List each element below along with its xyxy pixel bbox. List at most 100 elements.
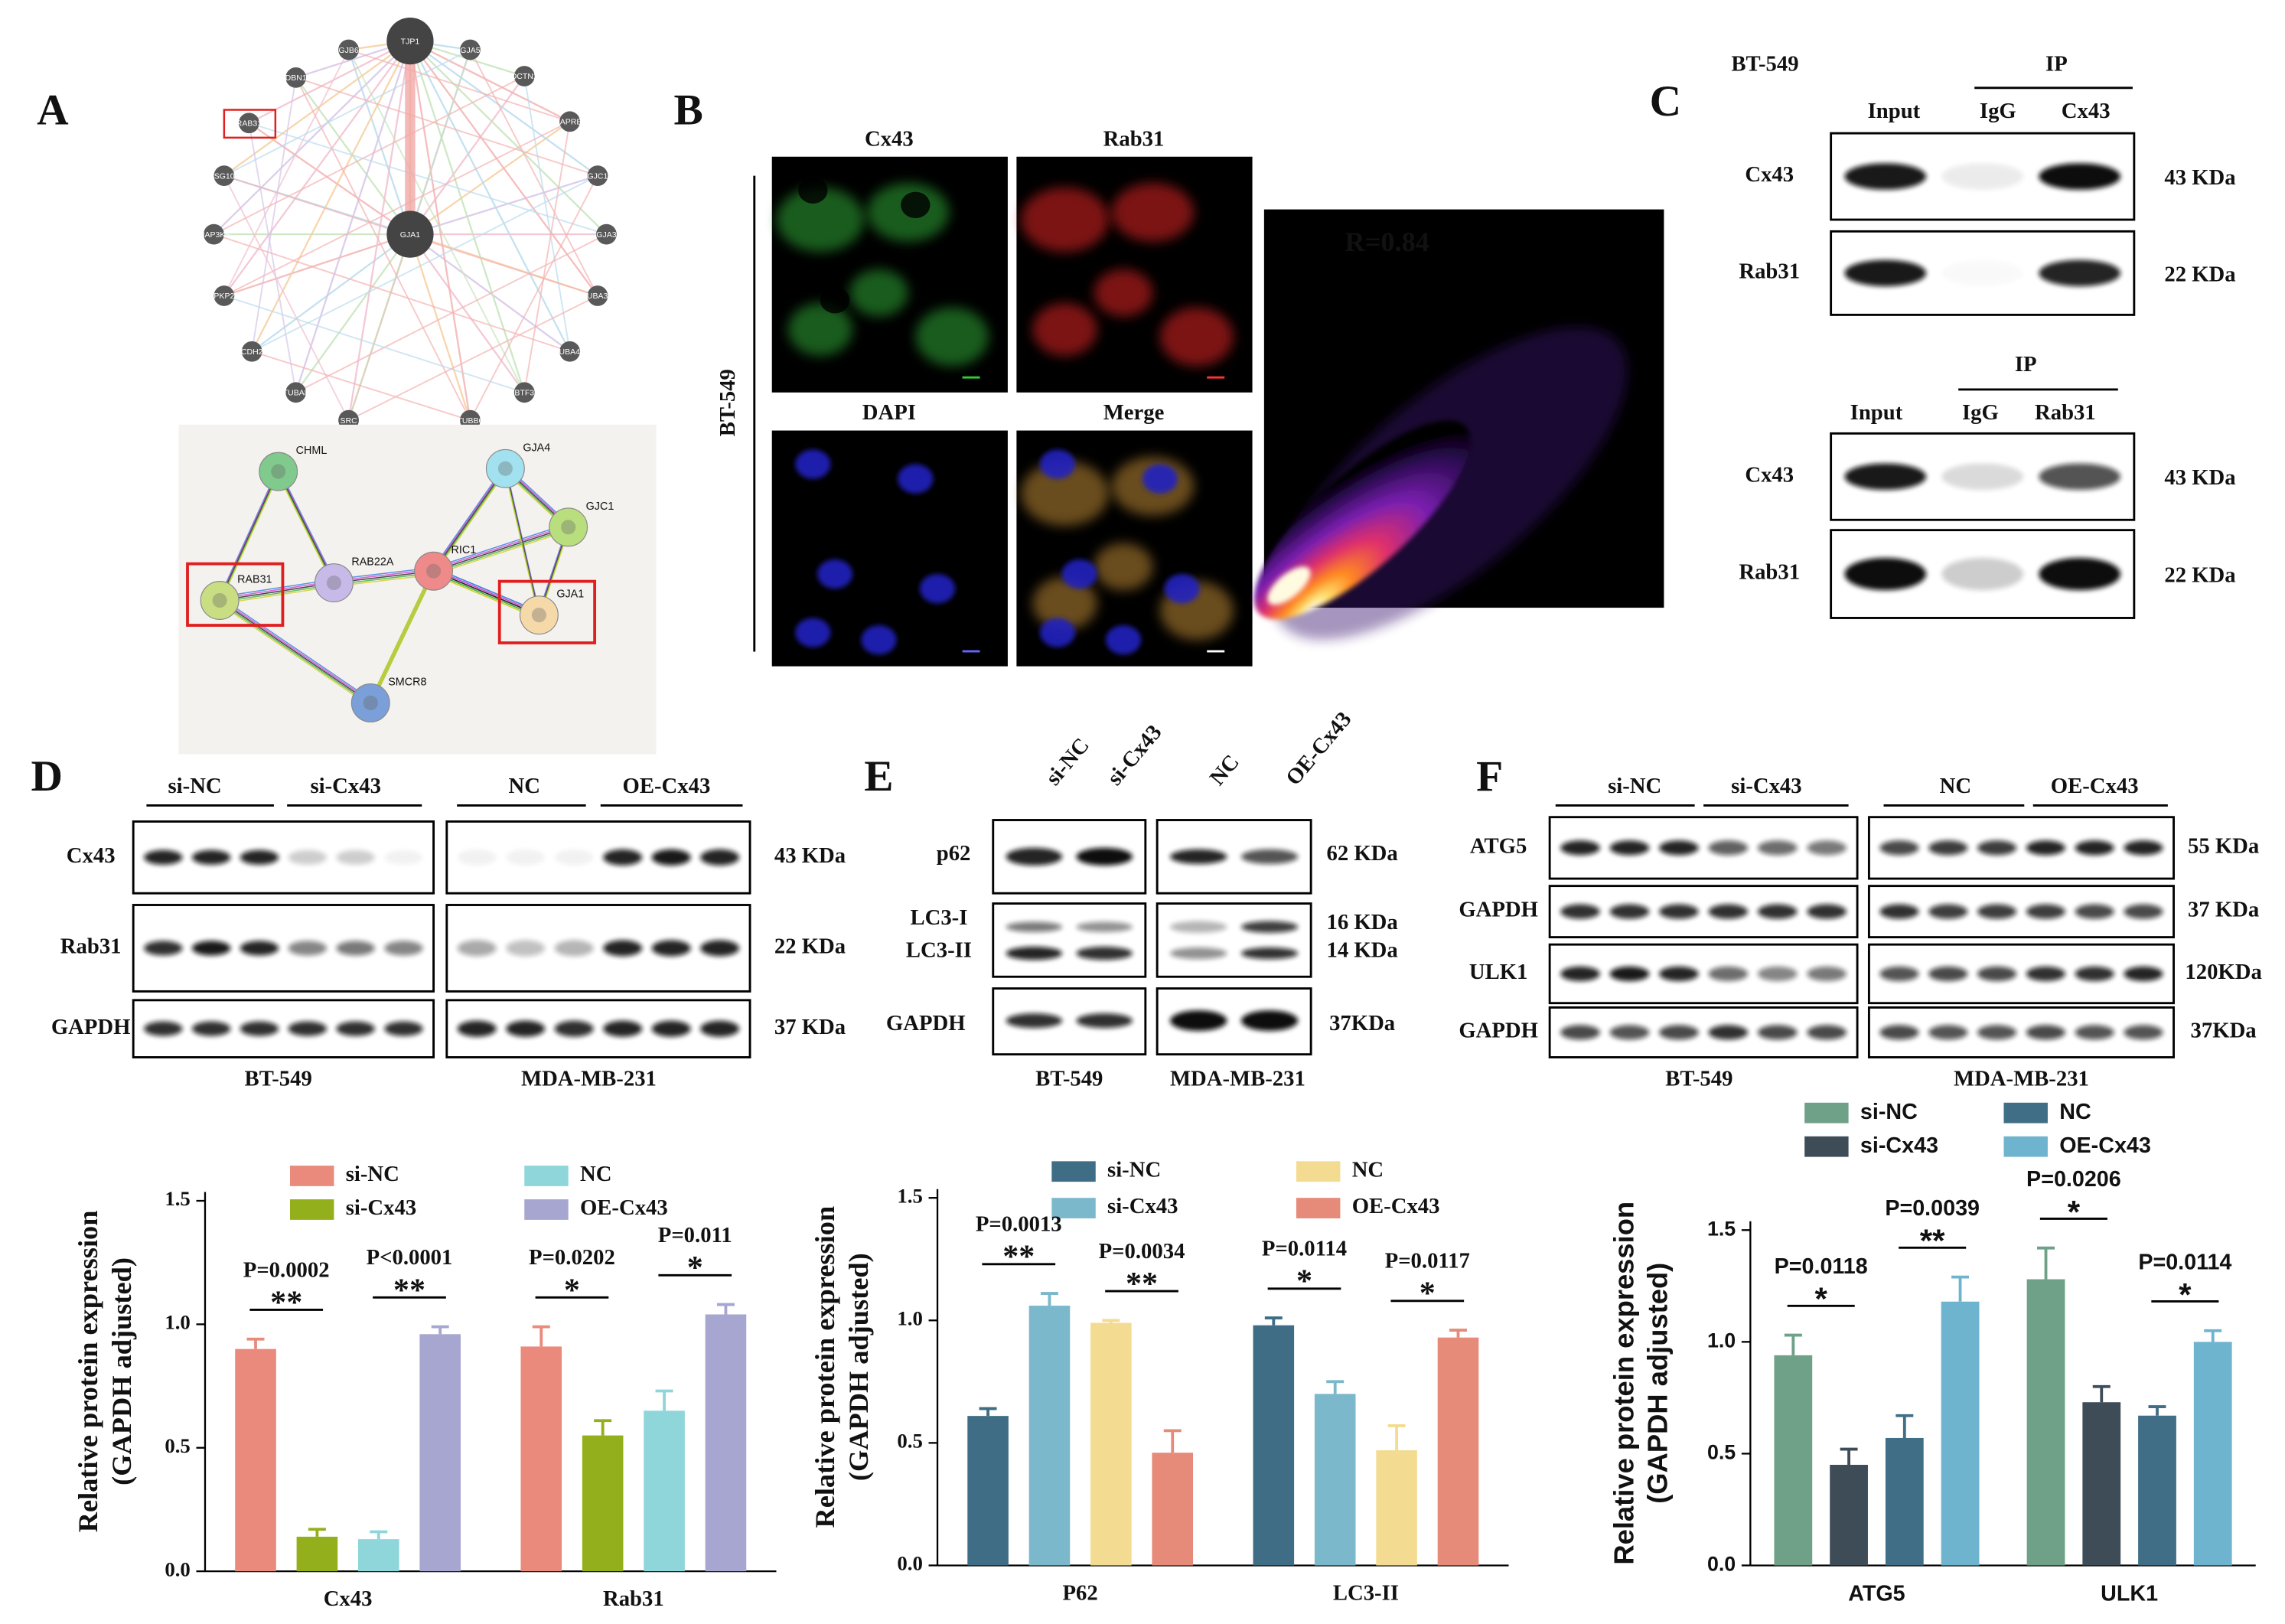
- network-edge: [348, 295, 598, 422]
- blot-band: [1941, 463, 2024, 491]
- row-label: GAPDH: [1459, 898, 1538, 922]
- p-value-label: P=0.0117: [1385, 1249, 1470, 1273]
- blot-band: [1170, 849, 1227, 864]
- row-label: GAPDH: [51, 1015, 131, 1039]
- blot-band: [554, 940, 594, 957]
- row-label: GAPDH: [886, 1011, 966, 1035]
- highlight-box: [497, 579, 597, 644]
- network-node: [559, 111, 580, 132]
- bar: [1028, 1306, 1071, 1566]
- error-bar: [1784, 1333, 1802, 1355]
- row-label: Rab31: [1739, 560, 1800, 585]
- blot-band: [336, 850, 375, 865]
- network-edge: [295, 77, 598, 177]
- blot-band: [1757, 966, 1798, 982]
- size-label: 22 KDa: [774, 934, 846, 959]
- error-bar: [655, 1389, 673, 1411]
- string-edge: [370, 567, 435, 700]
- y-tick-label: 0.0: [897, 1552, 922, 1575]
- row-label: ULK1: [1469, 960, 1528, 984]
- network-edge: [409, 41, 526, 393]
- p-value-label: P=0.0202: [529, 1245, 615, 1270]
- blot-band: [384, 850, 423, 865]
- blot-band: [1807, 1025, 1847, 1040]
- y-axis-title: Relative protein expression: [810, 1206, 840, 1528]
- string-edge: [370, 569, 435, 702]
- blot-band: [457, 940, 497, 957]
- blot-band: [1928, 1025, 1968, 1040]
- network-edge: [223, 40, 411, 177]
- blot-frame: [1867, 816, 2175, 880]
- p-value-label: P=0.0002: [243, 1257, 330, 1282]
- blot-band: [1170, 1010, 1227, 1032]
- size-label: 43 KDa: [774, 843, 846, 868]
- blot-band: [1844, 463, 1927, 491]
- cell-line-label: BT-549: [715, 369, 740, 436]
- string-node: [519, 595, 559, 635]
- node-label: GJC1: [586, 501, 614, 513]
- node-label: CHML: [296, 445, 328, 457]
- network-edge: [348, 49, 570, 122]
- blot-band: [1977, 966, 2017, 982]
- bar: [419, 1334, 461, 1572]
- blot-band: [1240, 1010, 1299, 1032]
- legend-label: OE-Cx43: [1352, 1194, 1440, 1218]
- bar: [1437, 1337, 1479, 1566]
- panel-letter: E: [864, 752, 893, 801]
- network-edge: [347, 41, 412, 421]
- significance-marker: **: [270, 1284, 302, 1320]
- blot-band: [1560, 966, 1600, 982]
- string-edge: [219, 599, 371, 704]
- blot-band: [1879, 1025, 1919, 1040]
- group-label: OE-Cx43: [2051, 774, 2139, 798]
- string-node-core: [271, 464, 286, 479]
- string-node: [350, 683, 390, 722]
- bar: [1152, 1453, 1194, 1566]
- error-bar: [308, 1528, 326, 1537]
- blot-band: [1659, 840, 1699, 856]
- blot-band: [457, 1020, 497, 1037]
- nucleus: [1040, 618, 1075, 647]
- string-edge: [219, 471, 279, 601]
- y-axis-title: (GAPDH adjusted): [1641, 1263, 1673, 1504]
- legend-label: NC: [2059, 1100, 2091, 1124]
- legend-label: OE-Cx43: [580, 1195, 668, 1220]
- network-node: [587, 165, 608, 187]
- blot-band: [1708, 840, 1749, 856]
- cell-signal: [787, 303, 853, 356]
- blot-band: [1757, 904, 1798, 919]
- blot-band: [1609, 904, 1650, 919]
- bar: [582, 1435, 624, 1572]
- legend-swatch: [524, 1166, 569, 1186]
- error-bar: [1895, 1414, 1914, 1438]
- nucleus: [920, 574, 955, 604]
- scale-bar: [1207, 376, 1225, 379]
- node-label: TUBA4A: [554, 347, 585, 357]
- node-label: PKP2: [214, 292, 234, 301]
- legend-label: NC: [1352, 1157, 1384, 1182]
- network-edge: [409, 40, 598, 177]
- highlight-box: [223, 109, 277, 139]
- string-edge: [432, 468, 506, 572]
- blot-band: [191, 941, 231, 956]
- lane-label: IgG: [1980, 99, 2016, 123]
- blot-band: [1928, 904, 1968, 919]
- error-bar: [1264, 1316, 1283, 1326]
- p-value-label: P=0.0034: [1099, 1239, 1185, 1264]
- node-label: TSG101: [209, 171, 239, 181]
- panel-letter: B: [673, 86, 702, 134]
- string-edge: [433, 524, 569, 570]
- network-edge: [223, 175, 350, 421]
- legend-swatch: [2003, 1136, 2048, 1157]
- blot-band: [603, 1020, 643, 1037]
- network-node: [214, 285, 235, 306]
- size-label: 37KDa: [1329, 1011, 1395, 1035]
- string-edge: [433, 523, 569, 569]
- bar: [235, 1348, 276, 1572]
- cell-signal: [1159, 307, 1234, 367]
- network-node: [386, 17, 434, 65]
- network-node: [285, 67, 307, 88]
- significance-marker: *: [687, 1250, 703, 1286]
- network-edge: [251, 351, 471, 422]
- blot-frame: [1867, 1006, 2175, 1058]
